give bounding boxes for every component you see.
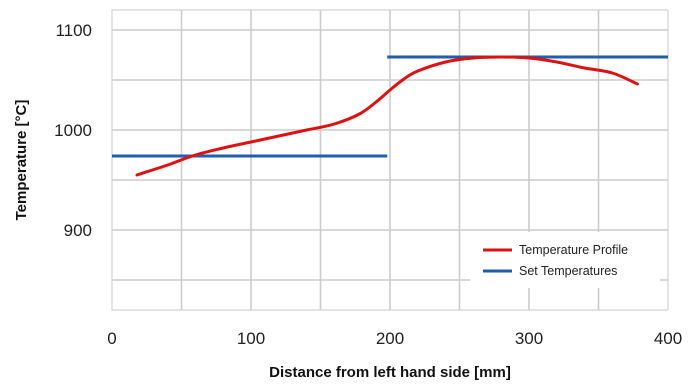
legend-label-temperature-profile: Temperature Profile: [519, 243, 628, 257]
y-tick-label: 1100: [55, 21, 92, 40]
x-tick-label: 200: [376, 329, 404, 348]
x-tick-label: 400: [654, 329, 682, 348]
x-tick-label: 100: [237, 329, 265, 348]
x-tick-label: 300: [515, 329, 543, 348]
series-line-temperature-profile: [135, 55, 639, 177]
tick-labels: 0 100 200 300 400 900 1000 1100: [54, 21, 682, 348]
legend-label-set-temperatures: Set Temperatures: [519, 264, 617, 278]
series-layer: [112, 55, 668, 177]
legend: Temperature Profile Set Temperatures: [470, 232, 660, 288]
y-axis-title: Temperature [°C]: [13, 100, 30, 221]
legend-box: [470, 232, 660, 288]
y-tick-label: 900: [64, 221, 92, 240]
x-axis-title: Distance from left hand side [mm]: [269, 364, 511, 381]
y-tick-label: 1000: [54, 121, 92, 140]
x-tick-label: 0: [107, 329, 116, 348]
